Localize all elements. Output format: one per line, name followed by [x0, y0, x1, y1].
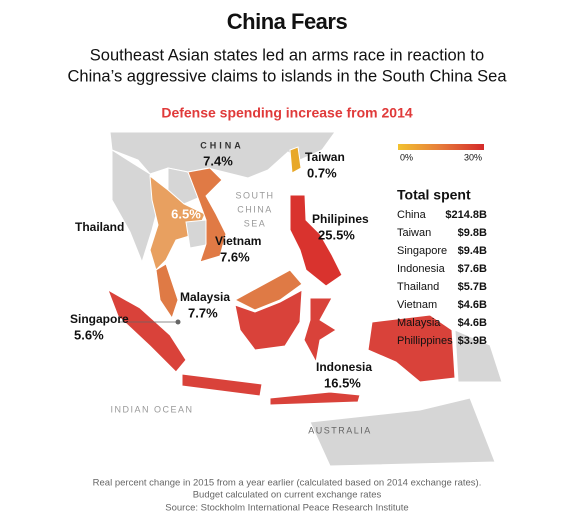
table-cell: Thailand	[397, 281, 439, 293]
sumatra-shape	[107, 288, 187, 373]
table-cell: $5.7B	[458, 281, 487, 293]
region-name: Singapore	[70, 312, 129, 326]
legend-gradient	[398, 144, 484, 150]
cambodia-shape	[185, 219, 207, 249]
table-cell: Malaysia	[397, 317, 441, 329]
region-name: Thailand	[75, 220, 124, 234]
region-name: Taiwan	[305, 150, 345, 164]
table-cell: $9.8B	[458, 227, 487, 239]
subtitle: China’s aggressive claims to islands in …	[67, 67, 507, 85]
philippines-shape	[289, 194, 343, 287]
table-cell: $7.6B	[458, 263, 487, 275]
taiwan-shape	[289, 146, 302, 174]
map-title: Defense spending increase from 2014	[161, 105, 413, 121]
footnote: Budget calculated on current exchange ra…	[193, 490, 382, 501]
papua-shape	[367, 314, 456, 383]
malaysia-peninsula-shape	[155, 263, 179, 320]
table-cell: $9.4B	[458, 245, 487, 257]
table-cell: China	[397, 209, 427, 221]
vietnam-shape	[187, 167, 227, 263]
sulawesi-shape	[303, 297, 337, 364]
source: Source: Stockholm International Peace Re…	[165, 503, 408, 514]
region-label: 7.4%	[203, 153, 233, 168]
region-label: 7.6%	[220, 249, 250, 264]
legend-label: 30%	[464, 152, 482, 162]
table-title: Total spent	[397, 187, 471, 203]
sea-label: CHINA	[237, 204, 273, 214]
legend-label: 0%	[400, 152, 413, 162]
java-shape	[181, 373, 263, 397]
table-cell: $4.6B	[458, 299, 487, 311]
region-label: 5.6%	[74, 327, 104, 342]
region-label: 6.5%	[171, 206, 201, 221]
sea-label: SOUTH	[236, 190, 275, 200]
table-cell: Vietnam	[397, 299, 437, 311]
table: China $214.8B Taiwan $9.8B Singapore $9.4B Ind…	[397, 209, 487, 347]
map	[107, 131, 503, 467]
region-name: Vietnam	[215, 234, 261, 248]
footnote: Real percent change in 2015 from a year …	[93, 478, 482, 489]
region-label: 16.5%	[324, 375, 361, 390]
region-label: 0.7%	[307, 165, 337, 180]
table-cell: Taiwan	[397, 227, 431, 239]
malaysia-borneo-shape	[233, 269, 303, 311]
sea-label: SEA	[244, 218, 267, 228]
laos-shape	[167, 167, 199, 205]
table-cell: $214.8B	[445, 209, 487, 221]
region-name: CHINA	[200, 140, 244, 150]
singapore-marker	[175, 319, 181, 325]
region-label: 7.7%	[188, 305, 218, 320]
continent-label: AUSTRALIA	[308, 425, 372, 435]
australia-shape	[309, 397, 496, 467]
thailand-shape	[149, 174, 206, 271]
region-name: Indonesia	[316, 360, 372, 374]
region-name: Philipines	[312, 212, 369, 226]
table-cell: Indonesia	[397, 263, 446, 275]
borneo-indonesia-shape	[234, 289, 303, 351]
islands-shape	[269, 391, 361, 406]
region-name: Malaysia	[180, 290, 230, 304]
table-cell: $3.9B	[458, 335, 487, 347]
table-cell: $4.6B	[458, 317, 487, 329]
china-shape	[109, 131, 336, 179]
subtitle: Southeast Asian states led an arms race …	[90, 46, 484, 64]
ocean-label: INDIAN OCEAN	[110, 404, 193, 414]
region-label: 25.5%	[318, 227, 355, 242]
table-cell: Singapore	[397, 245, 447, 257]
title: China Fears	[227, 9, 348, 34]
png-shape	[454, 329, 503, 383]
table-cell: Phillippines	[397, 335, 453, 347]
